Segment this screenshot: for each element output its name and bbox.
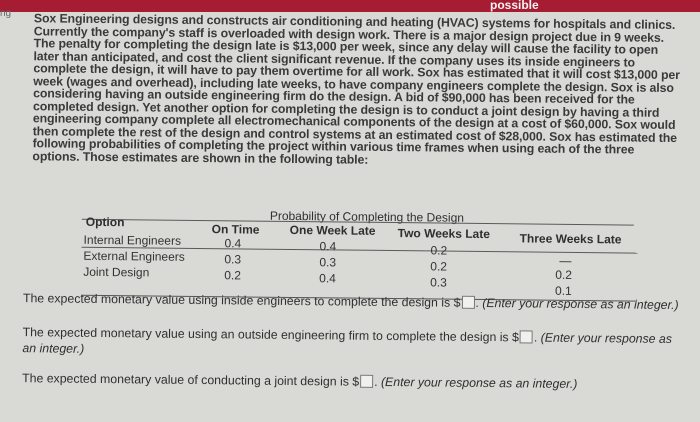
cell-joint-one-week: 0.4 <box>319 271 336 286</box>
cell-internal-on-time: 0.4 <box>224 236 242 251</box>
question-3-text: The expected monetary value of conductin… <box>22 371 360 389</box>
cell-internal-two-weeks: 0.2 <box>430 243 448 258</box>
header-option: Option <box>85 214 125 230</box>
row-label-external: External Engineers <box>83 248 185 264</box>
cell-external-three-weeks: 0.2 <box>555 267 573 282</box>
question-2-text: The expected monetary value using an out… <box>22 325 519 345</box>
header-three-weeks-late: Three Weeks Late <box>519 231 622 247</box>
cell-joint-two-weeks: 0.3 <box>430 275 447 290</box>
header-on-time: On Time <box>211 222 260 237</box>
top-banner-text: possible <box>490 0 539 12</box>
answer-input-outside-firm[interactable] <box>519 330 533 344</box>
question-outside-firm: The expected monetary value using an out… <box>22 325 673 356</box>
problem-text: Sox Engineering designs and constructs a… <box>32 11 680 167</box>
header-one-week-late: One Week Late <box>289 222 376 238</box>
question-joint-design: The expected monetary value of conductin… <box>22 371 578 391</box>
answer-input-inside-engineers[interactable] <box>461 295 475 309</box>
row-label-joint: Joint Design <box>83 264 150 280</box>
header-two-weeks-late: Two Weeks Late <box>397 226 491 242</box>
question-1-text: The expected monetary value using inside… <box>22 291 461 310</box>
question-1-hint: (Enter your response as an integer.) <box>482 295 679 313</box>
row-label-internal: Internal Engineers <box>83 232 182 248</box>
cell-joint-on-time: 0.2 <box>224 268 241 283</box>
cell-external-on-time: 0.3 <box>224 252 242 267</box>
cell-internal-one-week: 0.4 <box>319 239 337 254</box>
edge-label: ng <box>0 8 12 19</box>
cell-internal-three-weeks: — <box>559 253 572 268</box>
problem-page: Sox Engineering designs and constructs a… <box>4 10 698 422</box>
cell-external-two-weeks: 0.2 <box>430 259 448 274</box>
cell-external-one-week: 0.3 <box>319 255 337 270</box>
answer-input-joint-design[interactable] <box>360 374 374 388</box>
question-3-hint: (Enter your response as an integer.) <box>380 374 578 391</box>
top-banner: possible <box>0 0 700 12</box>
question-inside-engineers: The expected monetary value using inside… <box>22 291 679 313</box>
